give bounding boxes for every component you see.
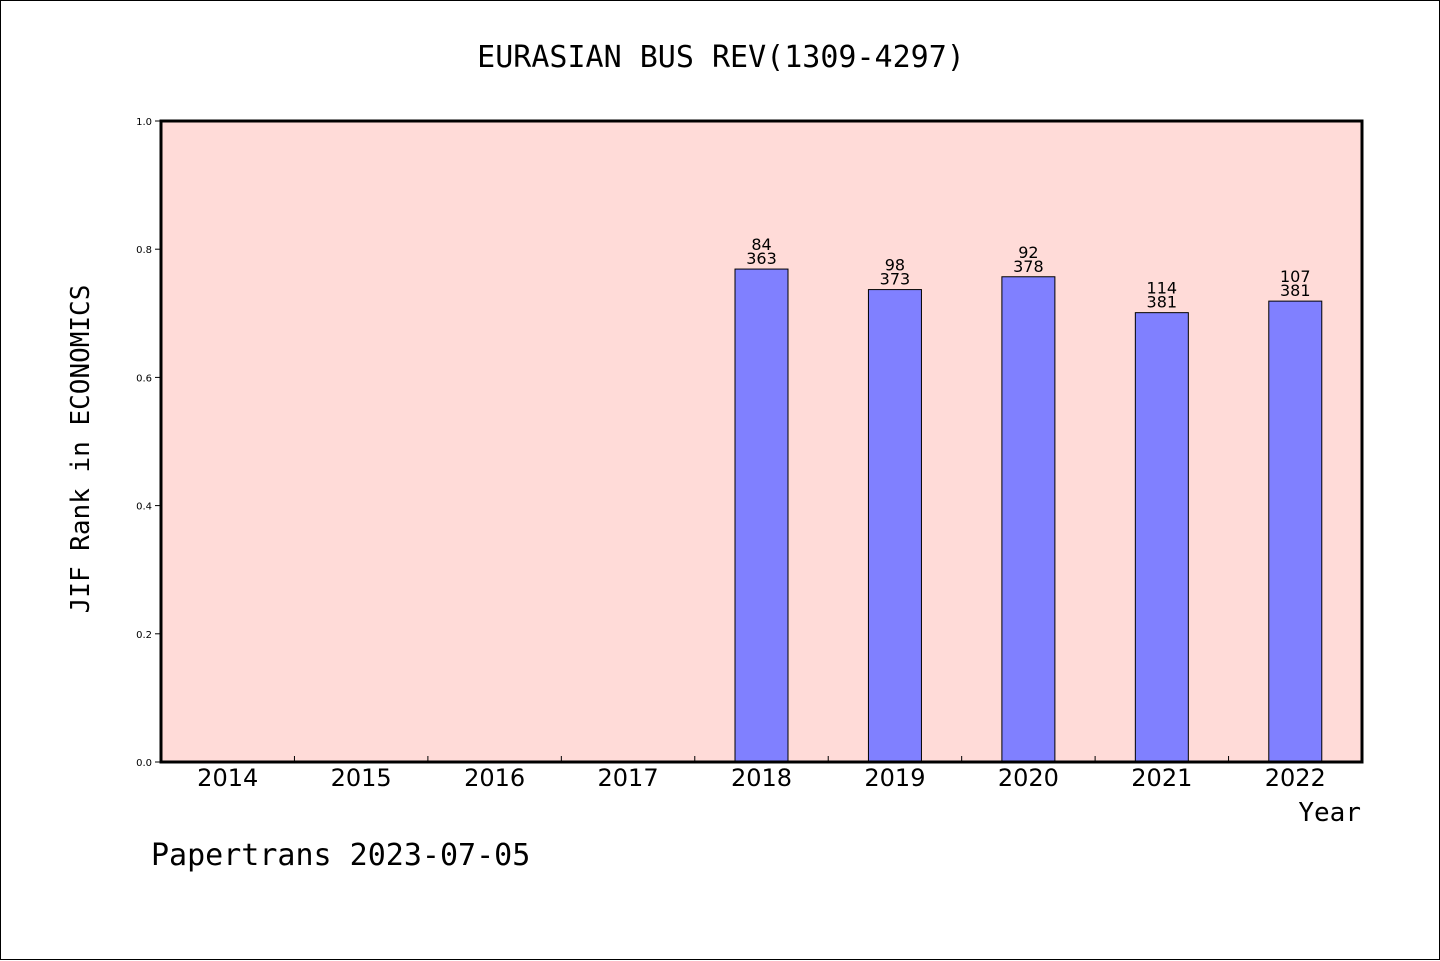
bar-total-label: 378 — [1013, 257, 1044, 276]
bar — [1268, 300, 1323, 763]
x-tick-label: 2018 — [731, 764, 792, 792]
y-tick-label: 0.4 — [136, 502, 152, 513]
bar-rank-label: 92 — [1018, 243, 1038, 262]
x-tick-label: 2017 — [598, 764, 659, 792]
x-tick-label: 2021 — [1131, 764, 1192, 792]
bar-rank-label: 107 — [1280, 267, 1311, 286]
x-tick-label: 2022 — [1265, 764, 1326, 792]
axis-ticks-group: 0.0 0.2 0.4 0.6 0.8 1.0 2014 2015 2016 2017 2018 20… — [136, 117, 1326, 792]
bar-rank-label: 84 — [751, 235, 771, 254]
bar-total-label: 381 — [1280, 281, 1311, 300]
x-tick-label: 2014 — [197, 764, 258, 792]
x-axis-label: Year — [1298, 798, 1361, 828]
y-tick-label: 0.6 — [136, 373, 152, 384]
chart-title: EURASIAN BUS REV(1309-4297) — [477, 40, 965, 75]
bar — [1134, 312, 1189, 763]
x-tick-label: 2015 — [331, 764, 392, 792]
y-axis-label: JIF Rank in ECONOMICS — [66, 285, 96, 614]
x-tick-label: 2016 — [464, 764, 525, 792]
bar — [1001, 276, 1056, 763]
plot-frame — [159, 119, 1364, 764]
bar — [734, 268, 789, 763]
bar — [867, 289, 922, 763]
x-tick-label: 2019 — [864, 764, 925, 792]
y-tick-label: 0.0 — [136, 758, 152, 769]
y-tick-label: 1.0 — [136, 117, 152, 128]
footer-credit: Papertrans 2023-07-05 — [151, 838, 530, 873]
bar-total-label: 381 — [1147, 293, 1178, 312]
bar-rank-label: 98 — [885, 256, 905, 275]
x-tick-label: 2020 — [998, 764, 1059, 792]
y-tick-label: 0.2 — [136, 630, 152, 641]
y-tick-label: 0.8 — [136, 245, 152, 256]
bars-group — [734, 268, 1323, 763]
bar-rank-label: 114 — [1147, 279, 1178, 298]
bar-total-label: 363 — [746, 249, 777, 268]
bar-total-label: 373 — [880, 270, 911, 289]
